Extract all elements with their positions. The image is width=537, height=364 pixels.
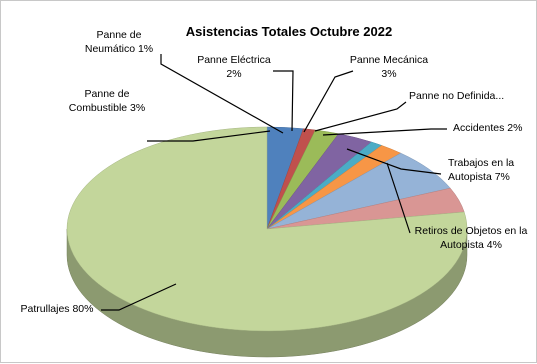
leader-line-7 bbox=[346, 148, 442, 175]
leader-line-1 bbox=[147, 130, 271, 142]
data-label-line: Panne Mecánica bbox=[350, 54, 428, 66]
data-label-9: Patrullajes 80% bbox=[21, 303, 94, 315]
data-label-line: 3% bbox=[381, 68, 396, 80]
leader-line-9 bbox=[101, 283, 177, 311]
data-label-line: Panne de bbox=[85, 88, 130, 100]
data-label-3: Panne Eléctrica 2% bbox=[197, 54, 271, 80]
data-label-line: Combustible 3% bbox=[69, 102, 145, 114]
leader-line-3 bbox=[273, 70, 294, 132]
data-label-line: Accidentes 2% bbox=[453, 122, 522, 134]
pie-slice-9 bbox=[66, 126, 468, 332]
chart-title: Asistencias Totales Octubre 2022 bbox=[186, 24, 392, 39]
data-label-line: 2% bbox=[226, 68, 241, 80]
data-label-line: Trabajos en la bbox=[448, 157, 514, 169]
data-label-line: Autopista 7% bbox=[448, 171, 510, 183]
leader-line-6 bbox=[322, 128, 447, 136]
data-label-line: Neumático 1% bbox=[85, 43, 153, 55]
leader-line-2 bbox=[160, 54, 284, 134]
data-label-5: Panne no Definida... bbox=[409, 90, 504, 102]
leader-line-4 bbox=[303, 70, 354, 133]
data-label-8: Retiros de Objetos en la Autopista 4% bbox=[415, 225, 528, 251]
data-label-line: Panne no Definida... bbox=[409, 90, 504, 102]
data-label-line: Retiros de Objetos en la bbox=[415, 225, 528, 237]
data-label-2: Panne de Neumático 1% bbox=[85, 29, 153, 55]
leader-line-5 bbox=[314, 101, 407, 132]
data-label-7: Trabajos en la Autopista 7% bbox=[448, 157, 514, 183]
data-label-6: Accidentes 2% bbox=[453, 122, 522, 134]
data-label-1: Panne de Combustible 3% bbox=[69, 88, 145, 114]
data-label-line: Autopista 4% bbox=[440, 239, 502, 251]
leader-line-8 bbox=[386, 162, 411, 234]
data-label-4: Panne Mecánica 3% bbox=[350, 54, 428, 80]
data-label-line: Patrullajes 80% bbox=[21, 303, 94, 315]
data-label-line: Panne de bbox=[97, 29, 142, 41]
data-label-line: Panne Eléctrica bbox=[197, 54, 271, 66]
